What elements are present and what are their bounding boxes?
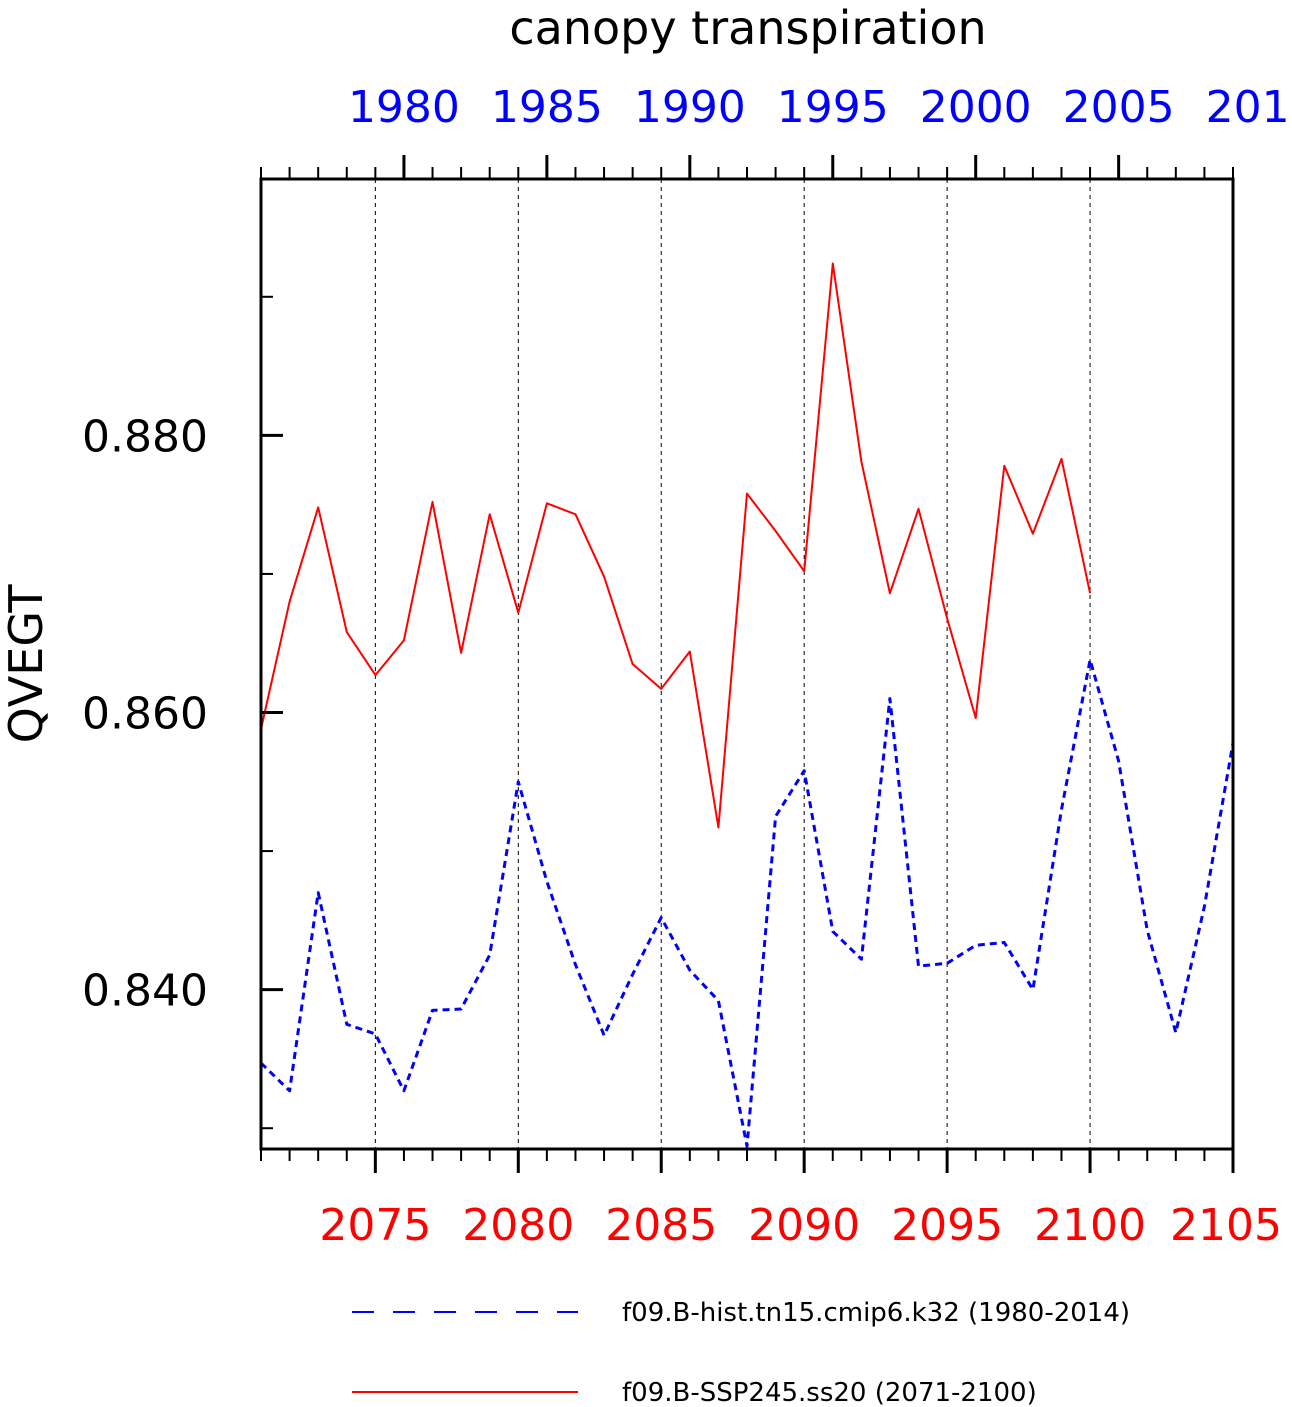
bottom-tick-label: 2105 xyxy=(1170,1200,1282,1251)
legend-label: f09.B-hist.tn15.cmip6.k32 (1980-2014) xyxy=(622,1298,1130,1328)
top-tick-label: 1985 xyxy=(491,82,603,133)
y-axis-label: QVEGT xyxy=(0,584,53,744)
bottom-tick-label: 2085 xyxy=(605,1200,717,1251)
top-tick-label: 2010 xyxy=(1206,82,1292,133)
legend: f09.B-hist.tn15.cmip6.k32 (1980-2014) f09… xyxy=(352,1298,1130,1407)
top-tick-label: 1990 xyxy=(634,82,746,133)
top-tick-label: 1995 xyxy=(777,82,889,133)
chart-title: canopy transpiration xyxy=(509,1,986,55)
series-line-historical xyxy=(259,658,1235,1148)
bottom-tick-label: 2075 xyxy=(319,1200,431,1251)
series-lines xyxy=(259,262,1235,1148)
top-tick-label: 2000 xyxy=(920,82,1032,133)
plot-frame xyxy=(259,177,1235,1151)
y-tick-label: 0.880 xyxy=(82,411,208,462)
bottom-tick-label: 2095 xyxy=(891,1200,1003,1251)
series-line-ssp245 xyxy=(260,262,1092,829)
top-tick-label: 2005 xyxy=(1063,82,1175,133)
y-tick-label: 0.860 xyxy=(82,689,208,740)
bottom-tick-label: 2080 xyxy=(462,1200,574,1251)
y-tick-label: 0.840 xyxy=(82,966,208,1017)
bottom-tick-label: 2090 xyxy=(748,1200,860,1251)
axis-ticks: 0.840 0.860 0.880 1980 1985 1990 1995 2000 2005 2… xyxy=(82,82,1292,1251)
grid-lines xyxy=(374,179,1091,1149)
legend-label: f09.B-SSP245.ss20 (2071-2100) xyxy=(622,1378,1037,1407)
bottom-tick-label: 2100 xyxy=(1034,1200,1146,1251)
top-tick-label: 1980 xyxy=(348,82,460,133)
